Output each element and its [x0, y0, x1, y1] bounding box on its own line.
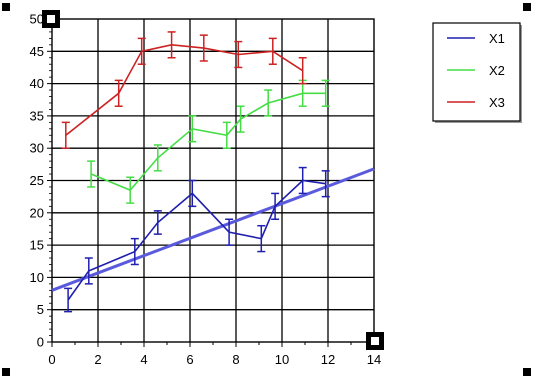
x-tick-label: 0	[48, 352, 55, 367]
y-tick-label: 15	[30, 238, 44, 253]
trend-line-layer	[51, 167, 375, 292]
y-tick-label: 20	[30, 205, 44, 220]
series-x2	[87, 79, 330, 204]
x-tick-label: 14	[367, 352, 381, 367]
series-line	[65, 43, 304, 136]
x-tick-label: 8	[232, 352, 239, 367]
legend-box	[432, 22, 521, 122]
y-tick-label: 30	[30, 141, 44, 156]
x-tick-label: 12	[321, 352, 335, 367]
y-tick-label: 10	[30, 270, 44, 285]
corner-handle-tl[interactable]	[2, 3, 10, 11]
legend-label-x3: X3	[489, 95, 505, 110]
corner-handle-tr[interactable]	[523, 3, 531, 11]
y-tick-label: 35	[30, 108, 44, 123]
legend-label-x1: X1	[489, 31, 505, 46]
y-tick-label: 45	[30, 44, 44, 59]
series-layer	[61, 31, 330, 313]
y-tick-label: 5	[37, 302, 44, 317]
legend: X1 X2 X3	[432, 22, 522, 123]
x-tick-label: 4	[140, 352, 147, 367]
legend-label-x2: X2	[489, 63, 505, 78]
axes: 0 2 4 6 8 10 12 14 0 5 10 15 20 25 30 35 40 45 50	[30, 12, 382, 368]
x-tick-label: 10	[275, 352, 289, 367]
handle-top-left-inner	[47, 15, 55, 23]
y-tick-label: 25	[30, 173, 44, 188]
y-tick-label: 40	[30, 76, 44, 91]
selection-handles[interactable]	[2, 3, 531, 376]
series-x3	[61, 31, 307, 149]
corner-handle-bl[interactable]	[2, 368, 10, 376]
x-tick-label: 2	[94, 352, 101, 367]
handle-bottom-right-inner	[371, 337, 379, 345]
series-x1	[64, 166, 330, 313]
series-line	[67, 179, 326, 301]
y-tick-label: 50	[30, 12, 44, 27]
y-tick-label: 0	[37, 335, 44, 350]
x-tick-label: 6	[186, 352, 193, 367]
trend-line	[51, 167, 375, 292]
corner-handle-br[interactable]	[523, 368, 531, 376]
